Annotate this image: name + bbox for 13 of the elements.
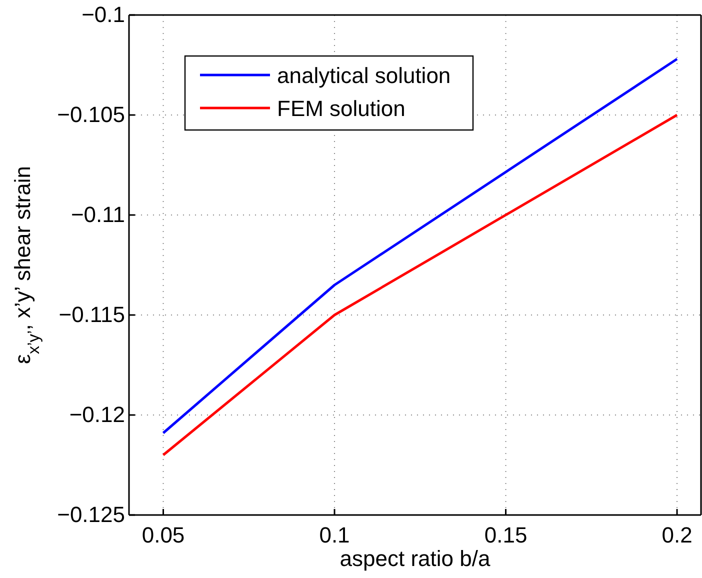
y-tick-label: −0.105 <box>57 102 125 128</box>
x-tick-label: 0.1 <box>319 522 350 548</box>
y-tick-label: −0.125 <box>57 502 125 528</box>
y-tick-label: −0.1 <box>82 2 125 28</box>
legend-label: analytical solution <box>277 63 451 88</box>
x-tick-label: 0.15 <box>484 522 528 548</box>
y-tick-label: −0.11 <box>70 202 125 228</box>
x-tick-label: 0.05 <box>142 522 185 548</box>
y-tick-label: −0.12 <box>69 402 125 428</box>
x-axis-title: aspect ratio b/a <box>340 546 491 571</box>
legend-label: FEM solution <box>277 96 406 121</box>
x-tick-label: 0.2 <box>662 522 692 548</box>
y-tick-label: −0.115 <box>58 302 125 328</box>
